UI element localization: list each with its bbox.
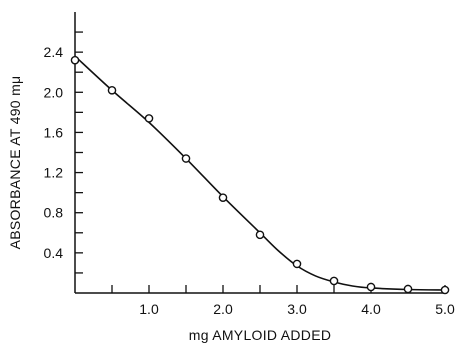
x-tick-label: 5.0 [435, 301, 455, 317]
y-tick-label: 0.4 [44, 245, 64, 261]
data-point [70, 55, 80, 65]
y-axis-label: ABSORBANCE AT 490 mμ [7, 76, 23, 250]
y-tick-label: 1.6 [44, 124, 64, 140]
data-point [255, 230, 265, 240]
y-tick-label: 2.4 [44, 44, 64, 60]
x-tick-label: 4.0 [361, 301, 381, 317]
data-point [181, 154, 191, 163]
ticks [75, 31, 446, 293]
x-axis-label: mg AMYLOID ADDED [189, 327, 332, 343]
axes [74, 12, 445, 294]
data-point [366, 282, 376, 292]
data-point [329, 276, 339, 286]
data-point [403, 284, 413, 294]
data-point [144, 114, 154, 123]
tick-labels: 1.0 2.0 3.0 4.0 5.0 0.4 0.8 1.2 1.6 2.0 2.4 [44, 44, 455, 317]
y-tick-label: 2.0 [44, 84, 64, 100]
x-tick-label: 2.0 [213, 301, 233, 317]
y-tick-label: 0.8 [44, 205, 64, 221]
data-points [70, 55, 450, 295]
y-tick-label: 1.2 [44, 165, 64, 181]
data-point [440, 285, 450, 295]
x-tick-label: 3.0 [287, 301, 307, 317]
fit-curve [74, 55, 446, 291]
data-point [218, 193, 228, 202]
data-point [107, 85, 117, 95]
data-point [292, 259, 302, 269]
x-tick-label: 1.0 [139, 301, 159, 317]
